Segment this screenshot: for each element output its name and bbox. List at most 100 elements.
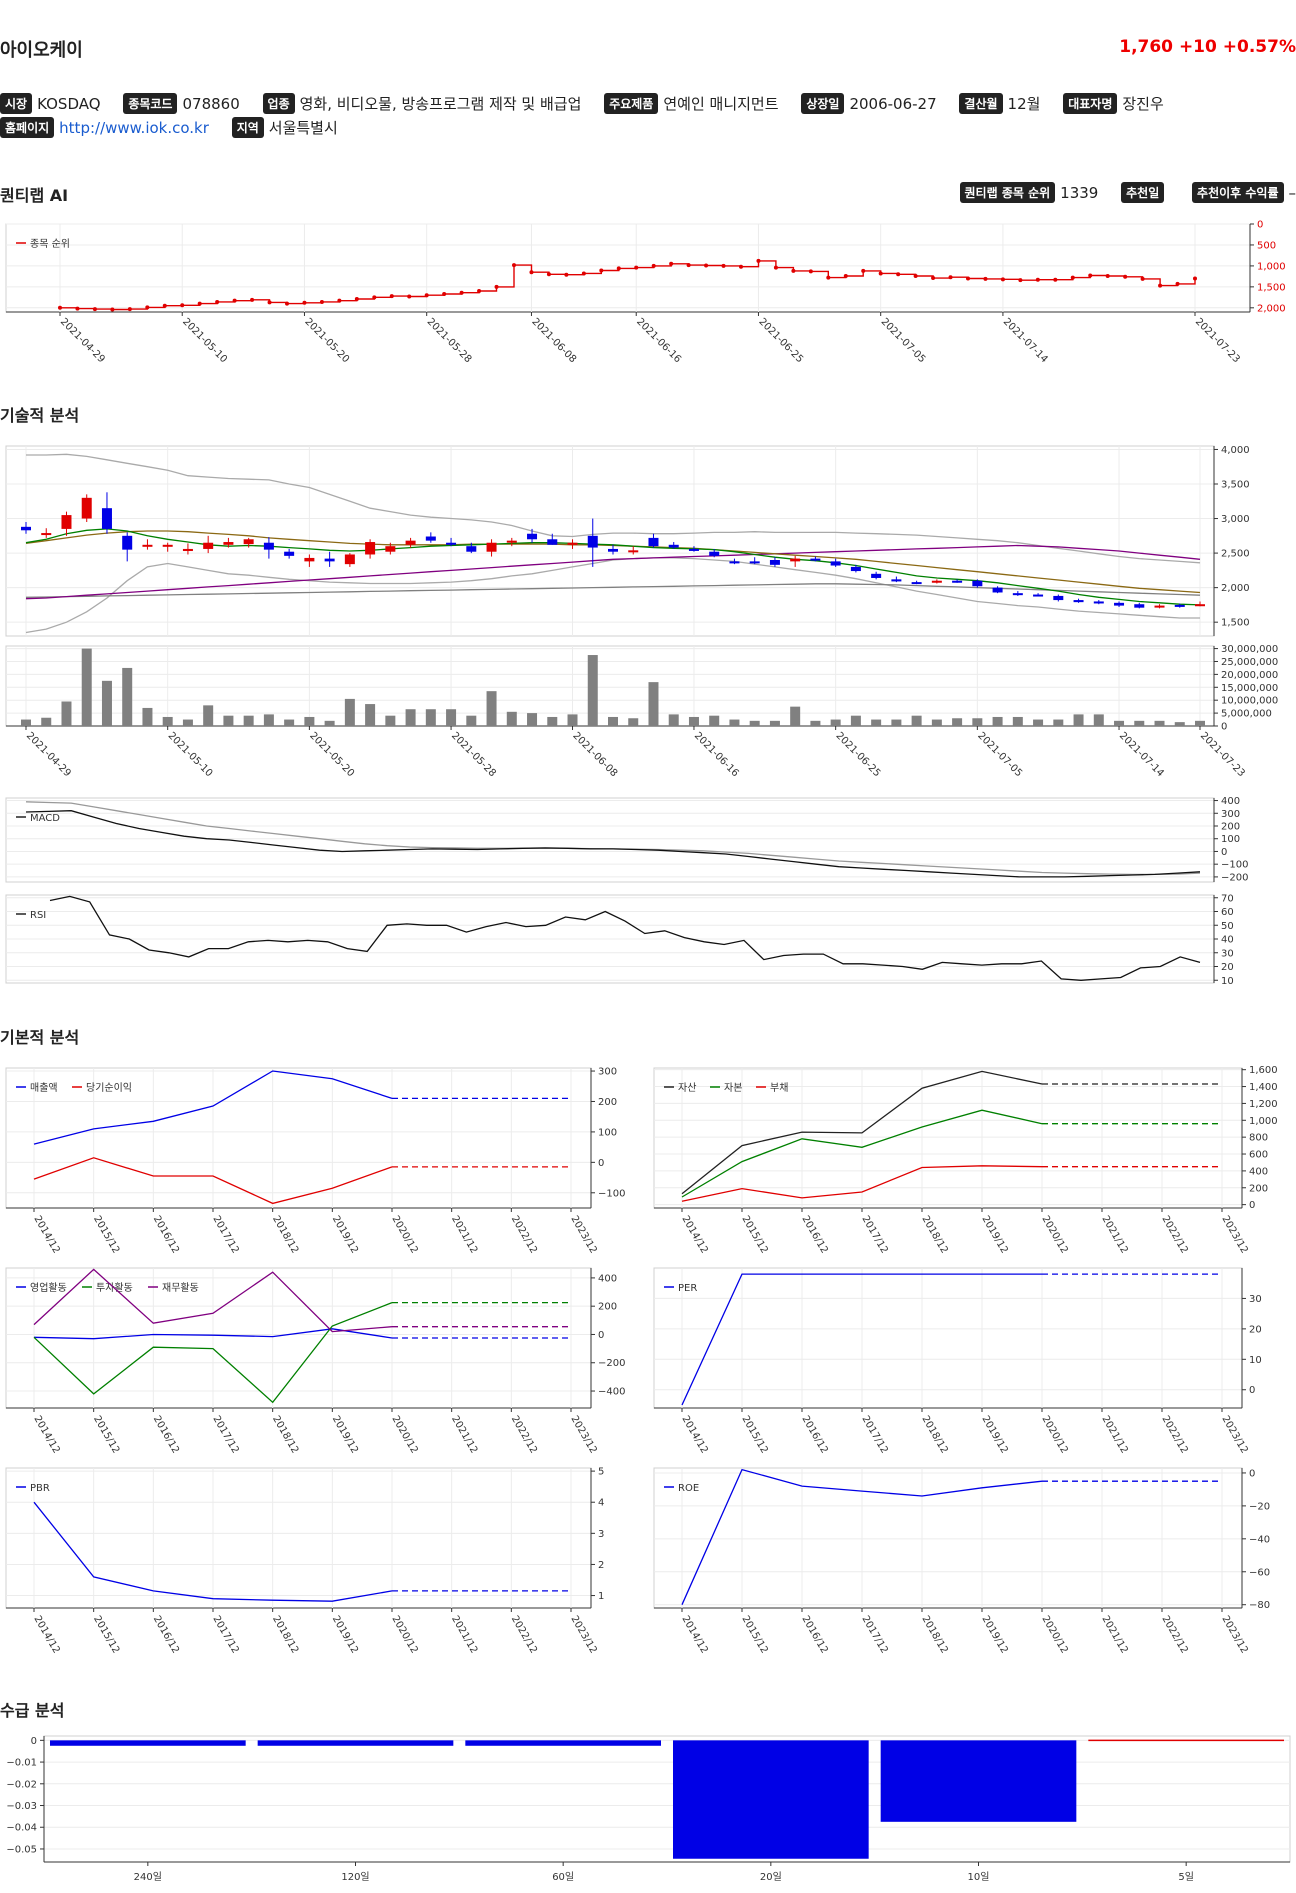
candle-body <box>547 539 558 545</box>
legend-label: ROE <box>678 1483 699 1494</box>
x-tick-label: 2021-06-16 <box>634 316 683 363</box>
ceo-tag: 대표자명 <box>1063 93 1118 114</box>
pbr-chart: 1 2 3 4 5 2014/12 2015/12 2016/12 2017/12 2018/12… <box>5 1467 604 1655</box>
candle-body <box>972 580 983 587</box>
x-tick-label: 2017/12 <box>210 1214 240 1255</box>
volume-bar <box>547 716 558 726</box>
candle-body <box>1174 604 1185 607</box>
macd-line <box>25 810 1201 878</box>
candle-body <box>486 542 497 552</box>
candle-body <box>223 542 234 545</box>
product-tag: 주요제품 <box>604 93 659 114</box>
rank-point <box>1193 276 1197 281</box>
rank-point <box>948 275 953 280</box>
rank-point <box>966 276 970 281</box>
x-tick-label: 2014/12 <box>31 1214 61 1255</box>
rank-point <box>319 299 324 304</box>
candle-body <box>466 546 477 552</box>
y-tick-label: −100 <box>598 1188 625 1199</box>
legend-label: PBR <box>30 1483 50 1494</box>
x-tick-label: 2016/12 <box>799 1414 829 1455</box>
homepage-link[interactable]: http://www.iok.co.kr <box>59 119 209 137</box>
x-tick-label: 2021-07-14 <box>1117 730 1166 779</box>
candle-body <box>1154 605 1165 608</box>
rank-point <box>145 305 150 310</box>
volume-bar <box>506 711 517 726</box>
rank-point <box>1088 273 1093 278</box>
assets-line <box>681 1070 1043 1195</box>
x-tick-label: 2015/12 <box>739 1614 769 1655</box>
y-tick-label: 25,000,000 <box>1221 657 1278 668</box>
rank-point <box>913 273 918 278</box>
y-tick-label: 30 <box>1249 1294 1262 1305</box>
volume-bar <box>1012 716 1023 726</box>
volume-bar <box>101 680 112 726</box>
rank-point <box>337 298 342 303</box>
y-tick-label: −0.02 <box>6 1779 37 1790</box>
y-tick-label: 0 <box>1221 847 1227 858</box>
x-tick-label: 2022/12 <box>509 1214 539 1255</box>
volume-bar <box>1195 720 1205 726</box>
y-tick-label: −200 <box>1221 872 1248 883</box>
volume-bar <box>1033 719 1044 726</box>
x-tick-label: 2021-05-20 <box>302 316 351 363</box>
candle-body <box>21 526 31 531</box>
volume-bar <box>142 707 153 726</box>
rank-point <box>75 306 80 311</box>
volume-bar <box>688 716 699 726</box>
legend-label: MACD <box>30 813 60 824</box>
candle-body <box>688 548 699 551</box>
x-tick-label: 2022/12 <box>1159 1614 1189 1655</box>
candle-body <box>243 539 254 545</box>
candle-body <box>142 544 153 547</box>
listing-value: 2006-06-27 <box>849 95 937 113</box>
market-tag: 시장 <box>0 93 33 114</box>
candle-body <box>527 533 538 540</box>
section-title-supply: 수급 분석 <box>0 1701 65 1720</box>
rank-point <box>983 276 988 281</box>
candle-body <box>749 561 760 564</box>
industry-tag: 업종 <box>262 93 295 114</box>
rank-point <box>1105 273 1110 278</box>
candle-body <box>1012 593 1023 596</box>
volume-bar <box>567 714 578 726</box>
candle-body <box>385 546 396 552</box>
x-tick-label: 2019/12 <box>330 1414 360 1455</box>
rank-chart: 0 500 1,000 1,500 2,000 2021-04-29 2021-05-10 2… <box>5 220 1286 363</box>
x-tick-label: 2021-06-08 <box>570 730 619 779</box>
x-tick-label: 120일 <box>341 1871 369 1883</box>
y-tick-label: 15,000,000 <box>1221 683 1278 694</box>
rank-point <box>215 299 220 304</box>
candle-body <box>263 542 274 550</box>
legend-label: 영업활동 <box>30 1281 67 1294</box>
x-tick-label: 2019/12 <box>979 1614 1009 1655</box>
rank-point <box>285 301 289 306</box>
x-tick-label: 2021-06-25 <box>756 316 805 363</box>
volume-bar <box>1154 720 1165 726</box>
y-tick-label: 4 <box>598 1498 604 1509</box>
volume-bar <box>1114 720 1125 726</box>
y-tick-label: 0 <box>31 1736 37 1747</box>
candle-body <box>952 580 963 583</box>
candle-body <box>567 542 578 545</box>
candle-body <box>344 554 355 565</box>
rsi-line <box>49 895 1201 981</box>
candle-body <box>122 535 133 550</box>
price-change-pct: +0.57% <box>1222 37 1296 57</box>
equity-line <box>681 1109 1043 1198</box>
rank-point <box>931 276 936 281</box>
legend-label: 자산 <box>678 1082 696 1094</box>
x-tick-label: 2015/12 <box>91 1214 121 1255</box>
legend-label: 당기순이익 <box>86 1082 132 1094</box>
y-tick-label: 1,500 <box>1221 618 1250 629</box>
volume-bar <box>284 719 295 726</box>
volume-bar <box>709 715 720 726</box>
legend-label: RSI <box>30 910 46 921</box>
y-tick-label: 1,600 <box>1249 1065 1278 1076</box>
candle-body <box>81 497 92 519</box>
x-tick-label: 2023/12 <box>568 1414 598 1455</box>
current-price: 1,760 <box>1119 37 1174 57</box>
y-tick-label: 60 <box>1221 907 1234 918</box>
x-tick-label: 2014/12 <box>679 1414 709 1455</box>
